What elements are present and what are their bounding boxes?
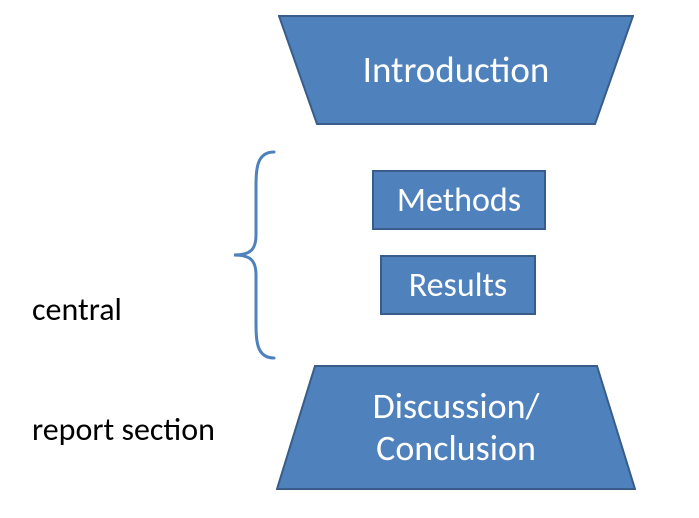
discussion-shape — [277, 366, 635, 489]
results-label: Results — [409, 265, 507, 306]
diagram-stage: Introduction Methods Results Discussion/… — [0, 0, 699, 518]
side-label-line2: report section — [32, 410, 215, 450]
methods-label: Methods — [397, 180, 521, 221]
brace — [228, 150, 276, 360]
results-box: Results — [380, 255, 536, 315]
intro-trapezoid: Introduction — [278, 15, 634, 125]
methods-box: Methods — [372, 170, 546, 230]
brace-path — [234, 152, 274, 358]
discussion-trapezoid: Discussion/ Conclusion — [276, 365, 636, 490]
side-label: central report section — [32, 210, 215, 518]
intro-shape — [279, 16, 633, 124]
side-label-line1: central — [32, 290, 215, 330]
